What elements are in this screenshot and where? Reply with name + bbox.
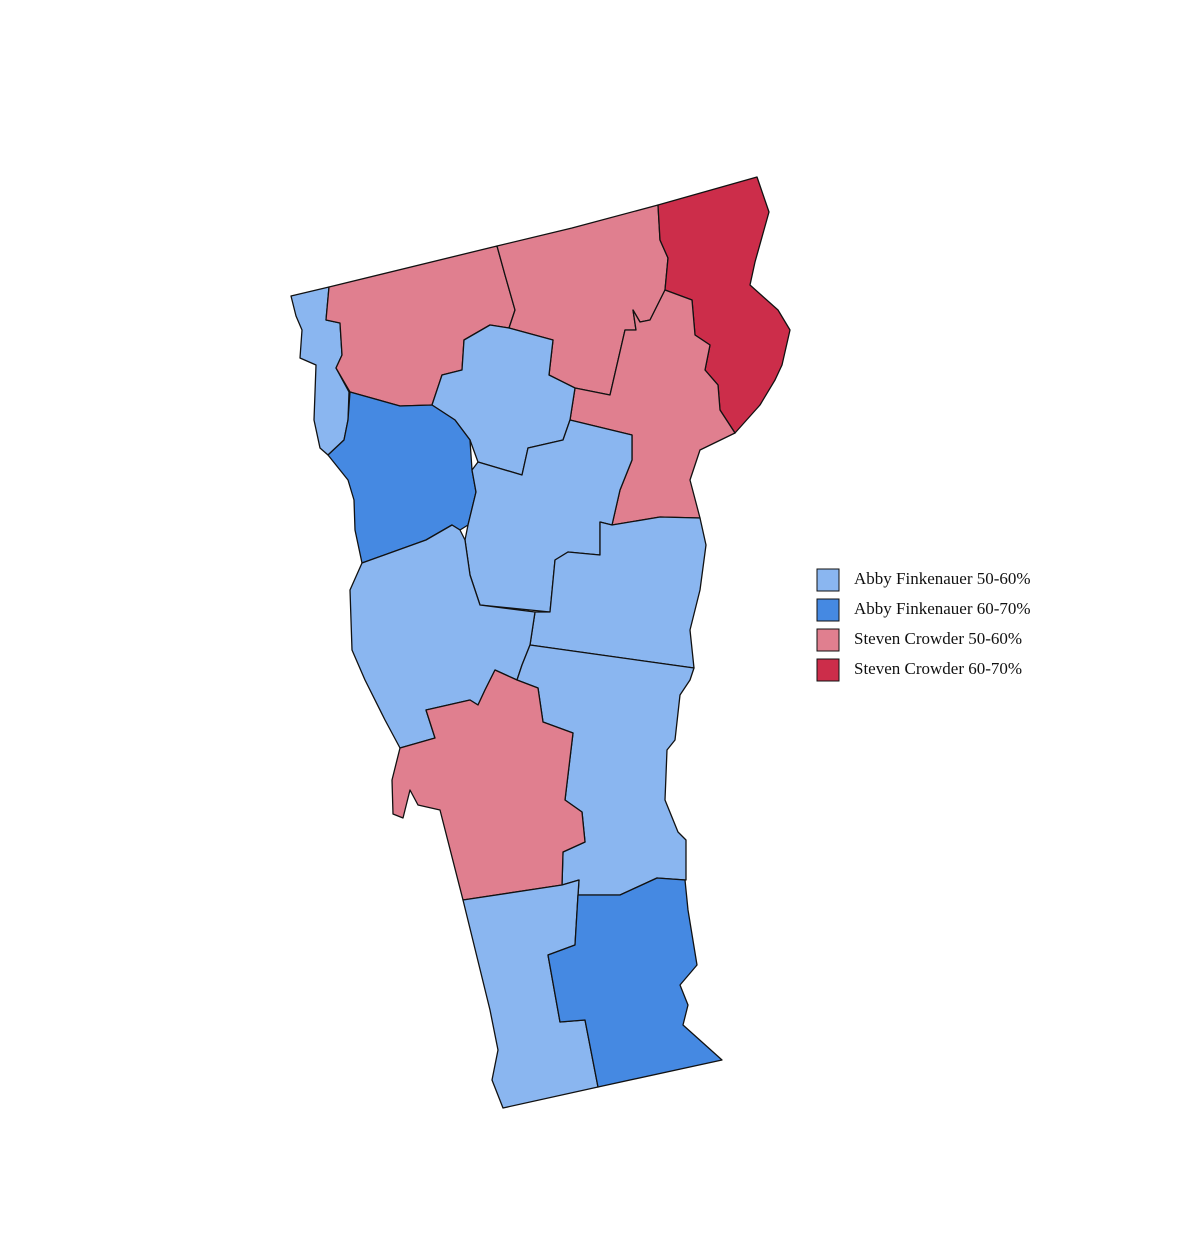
legend-swatch xyxy=(816,658,840,682)
legend-swatch xyxy=(816,628,840,652)
legend-label: Abby Finkenauer 50-60% xyxy=(854,569,1031,588)
counties xyxy=(290,176,791,1109)
county xyxy=(391,669,586,901)
legend: Abby Finkenauer 50-60% Abby Finkenauer 60… xyxy=(816,568,1031,682)
legend-label: Steven Crowder 60-70% xyxy=(854,659,1022,678)
legend-swatch xyxy=(816,568,840,592)
legend-swatch xyxy=(816,598,840,622)
legend-label: Abby Finkenauer 60-70% xyxy=(854,599,1031,618)
legend-label: Steven Crowder 50-60% xyxy=(854,629,1022,648)
county xyxy=(547,877,723,1088)
